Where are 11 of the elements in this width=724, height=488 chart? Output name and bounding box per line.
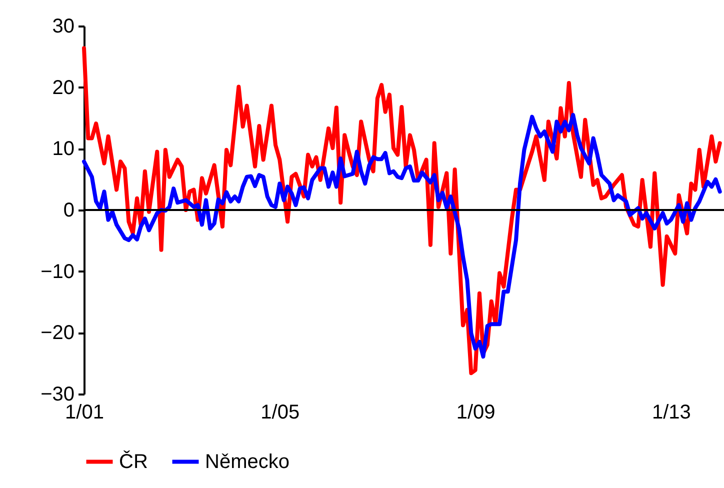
y-tick-label: −20 bbox=[40, 322, 74, 344]
x-tick-label: 1/09 bbox=[456, 402, 496, 424]
y-tick-label: −10 bbox=[40, 260, 74, 283]
legend-label: Německo bbox=[205, 450, 290, 473]
y-tick-label: 0 bbox=[63, 200, 74, 222]
y-tick-label: 10 bbox=[52, 138, 74, 160]
y-tick-label: 30 bbox=[52, 16, 74, 38]
y-tick-label: 20 bbox=[52, 76, 74, 99]
x-tick-label: 1/05 bbox=[260, 402, 300, 424]
legend-label: ČR bbox=[119, 450, 148, 473]
x-tick-label: 1/13 bbox=[652, 402, 691, 424]
